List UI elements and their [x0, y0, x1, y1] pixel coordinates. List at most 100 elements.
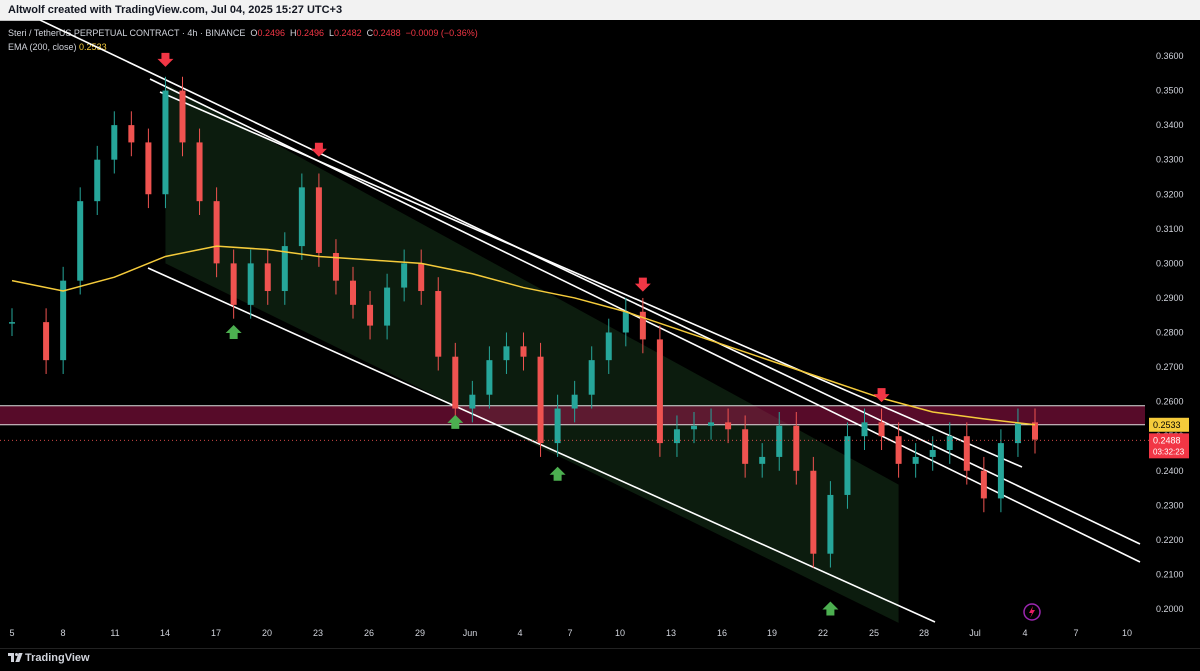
- channel-upper-outer: [39, 20, 1141, 545]
- candle: [179, 90, 186, 143]
- legend-open-label: O: [250, 28, 258, 38]
- legend-close-label: C: [366, 28, 374, 38]
- y-tick-label: 0.3600: [1156, 51, 1184, 61]
- x-tick-label: 13: [666, 628, 676, 638]
- candle: [435, 291, 442, 357]
- candle: [247, 263, 254, 305]
- candle: [213, 201, 220, 264]
- x-tick-label: 14: [160, 628, 170, 638]
- candle: [656, 339, 663, 444]
- x-tick-label: 7: [567, 628, 572, 638]
- candle: [776, 425, 783, 457]
- up-arrow-icon: [447, 414, 464, 429]
- candle: [810, 470, 817, 554]
- candle: [384, 287, 391, 326]
- candle: [1014, 422, 1021, 444]
- tradingview-brand: TradingView: [8, 652, 90, 664]
- candle: [708, 422, 715, 426]
- down-arrow-icon: [634, 277, 651, 292]
- x-tick-label: 28: [919, 628, 929, 638]
- price-chart[interactable]: 0.3600 0.3500 0.3400 0.3300 0.3200 0.3100 0.30…: [0, 20, 1200, 648]
- legend-ohlc-row: Steri / TetherUS PERPETUAL CONTRACT · 4h…: [8, 26, 478, 40]
- x-tick-label: 19: [767, 628, 777, 638]
- candle: [895, 436, 902, 464]
- y-tick-label: 0.3400: [1156, 120, 1184, 130]
- x-tick-label: 17: [211, 628, 221, 638]
- x-tick-label: 8: [60, 628, 65, 638]
- candle: [878, 422, 885, 437]
- candle: [793, 425, 800, 471]
- ema-price-tag-label: 0.2533: [1153, 420, 1181, 430]
- down-arrow-icon: [310, 142, 327, 157]
- candle: [145, 142, 152, 195]
- candle: [94, 159, 101, 202]
- x-tick-label: 5: [9, 628, 14, 638]
- candle: [554, 408, 561, 444]
- candle: [1032, 422, 1038, 440]
- candle: [332, 253, 339, 281]
- replay-icon[interactable]: [1023, 603, 1041, 621]
- ema-price-tag: [1149, 417, 1189, 432]
- x-tick-label: 4: [1022, 628, 1027, 638]
- candle: [639, 311, 646, 340]
- candle: [622, 311, 629, 333]
- candle: [281, 246, 288, 292]
- legend-open: 0.2496: [257, 28, 285, 38]
- candle: [418, 263, 425, 292]
- chart-legend: Steri / TetherUS PERPETUAL CONTRACT · 4h…: [8, 26, 478, 54]
- candle: [691, 425, 697, 430]
- candle: [742, 429, 749, 464]
- footer-brand: TradingView: [25, 652, 90, 664]
- candle: [503, 346, 510, 361]
- legend-high-label: H: [289, 28, 297, 38]
- y-tick-label: 0.2800: [1156, 328, 1184, 338]
- channel-fill: [165, 83, 899, 623]
- x-tick-label: 23: [313, 628, 323, 638]
- y-tick-label: 0.2000: [1156, 604, 1184, 614]
- resistance-zone: [0, 405, 1145, 425]
- candle: [673, 429, 680, 444]
- candle: [452, 356, 459, 409]
- lightning-icon: [1029, 606, 1035, 618]
- candle: [980, 470, 987, 499]
- candle: [469, 394, 476, 409]
- candle: [401, 263, 408, 288]
- countdown-label: 03:32:23: [1153, 447, 1185, 456]
- y-tick-label: 0.3100: [1156, 224, 1184, 234]
- candle: [196, 142, 203, 202]
- x-tick-label: 29: [415, 628, 425, 638]
- legend-low-label: L: [329, 28, 335, 38]
- candle: [230, 263, 237, 305]
- candle: [77, 201, 84, 281]
- candle: [9, 322, 15, 324]
- y-tick-label: 0.2900: [1156, 293, 1184, 303]
- x-tick-label: Jul: [969, 628, 981, 638]
- candle: [861, 422, 868, 437]
- legend-low: 0.2482: [334, 28, 362, 38]
- candle: [350, 280, 356, 305]
- x-tick-label: 10: [1122, 628, 1132, 638]
- y-tick-label: 0.3200: [1156, 189, 1184, 199]
- candle: [315, 187, 322, 254]
- candle: [844, 436, 851, 495]
- candle: [43, 322, 50, 361]
- legend-high: 0.2496: [296, 28, 325, 38]
- last-price-tag-label: 0.2488: [1153, 435, 1181, 445]
- x-tick-label: 11: [110, 628, 119, 638]
- x-tick-label: 16: [717, 628, 727, 638]
- candle: [298, 187, 305, 247]
- legend-change: −0.0009 (−0.36%): [405, 28, 478, 38]
- x-tick-label: 22: [818, 628, 828, 638]
- candle: [60, 280, 67, 361]
- legend-symbol[interactable]: Steri / TetherUS PERPETUAL CONTRACT · 4h…: [8, 28, 246, 38]
- x-tick-label: Jun: [463, 628, 478, 638]
- channel-upper-mid: [159, 91, 1023, 468]
- legend-ema-label[interactable]: EMA (200, close): [8, 42, 77, 52]
- candle: [520, 346, 527, 357]
- candle: [367, 304, 374, 326]
- candle: [571, 394, 578, 409]
- candle: [264, 263, 271, 292]
- candle: [605, 332, 612, 361]
- candle: [929, 450, 936, 457]
- candle: [111, 125, 118, 160]
